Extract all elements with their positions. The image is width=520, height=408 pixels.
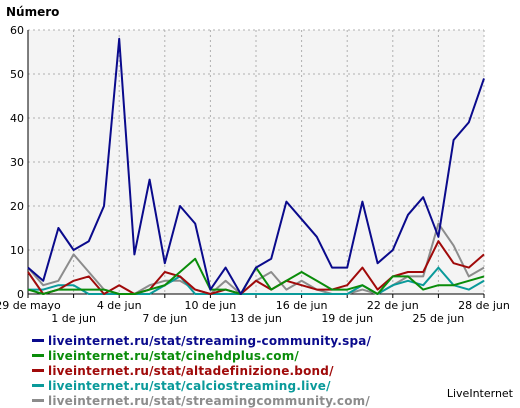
x-tick-label: 7 de jun <box>142 312 187 325</box>
legend-item: liveinternet.ru/stat/altadefinizione.bon… <box>32 363 371 378</box>
y-tick-label: 40 <box>10 112 24 125</box>
legend-swatch <box>32 339 44 342</box>
x-tick-label: 1 de jun <box>51 312 96 325</box>
legend-item: liveinternet.ru/stat/streaming-community… <box>32 333 371 348</box>
legend-label: liveinternet.ru/stat/calciostreaming.liv… <box>48 378 331 393</box>
y-tick-label: 10 <box>10 244 24 257</box>
x-tick-label: 25 de jun <box>413 312 465 325</box>
legend-swatch <box>32 369 44 372</box>
x-tick-label: 4 de jun <box>97 299 142 312</box>
x-tick-label: 16 de jun <box>276 299 328 312</box>
brand-label: LiveInternet <box>446 387 513 400</box>
x-tick-label: 13 de jun <box>230 312 282 325</box>
legend-swatch <box>32 354 44 357</box>
x-tick-label: 10 de jun <box>185 299 237 312</box>
x-tick-label: 19 de jun <box>321 312 373 325</box>
legend-swatch <box>32 384 44 387</box>
legend-item: liveinternet.ru/stat/streamingcommunity.… <box>32 393 371 408</box>
x-tick-label: 29 de mayo <box>0 299 61 312</box>
legend-label: liveinternet.ru/stat/cinehdplus.com/ <box>48 348 299 363</box>
y-tick-label: 30 <box>10 156 24 169</box>
legend-swatch <box>32 399 44 402</box>
legend-item: liveinternet.ru/stat/calciostreaming.liv… <box>32 378 371 393</box>
legend-item: liveinternet.ru/stat/cinehdplus.com/ <box>32 348 371 363</box>
series-line <box>27 240 485 295</box>
legend-label: liveinternet.ru/stat/streaming-community… <box>48 333 372 348</box>
series-line <box>27 37 485 295</box>
x-tick-label: 28 de jun <box>458 299 510 312</box>
y-tick-label: 60 <box>10 24 24 37</box>
x-tick-label: 22 de jun <box>367 299 419 312</box>
legend-label: liveinternet.ru/stat/streamingcommunity.… <box>48 393 370 408</box>
y-tick-label: 20 <box>10 200 24 213</box>
y-ticks: 0 10 20 30 40 50 60 <box>10 24 24 301</box>
y-axis-label: Número <box>6 5 59 19</box>
series-lines <box>27 37 485 295</box>
y-tick-label: 50 <box>10 68 24 81</box>
legend: liveinternet.ru/stat/streaming-community… <box>32 333 371 408</box>
legend-label: liveinternet.ru/stat/altadefinizione.bon… <box>48 363 334 378</box>
y-tick-label: 0 <box>17 288 24 301</box>
